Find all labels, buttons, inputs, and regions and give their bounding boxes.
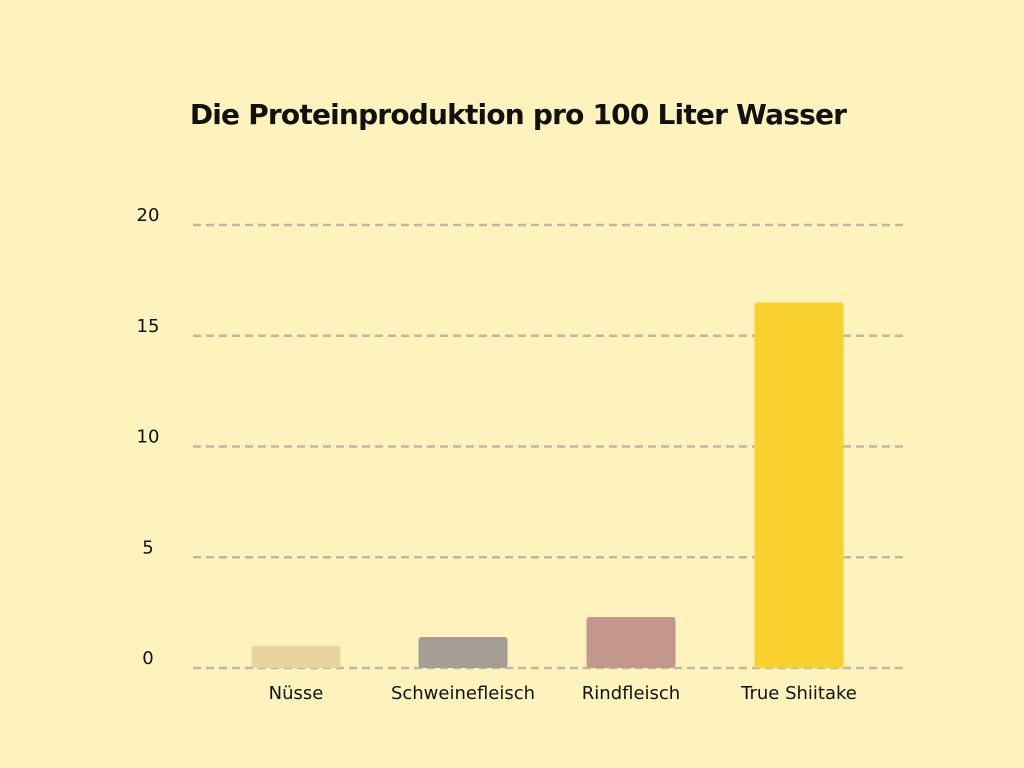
x-axis-category-labels: Nüsse Schweinefleisch Rindfleisch True Shii… [269, 683, 857, 704]
category-label: True Shiitake [740, 683, 857, 704]
y-tick-label: 10 [137, 427, 160, 448]
y-tick-label: 20 [137, 205, 160, 226]
y-axis-tick-labels: 0 5 10 15 20 [137, 205, 160, 669]
bar [754, 302, 844, 668]
y-tick-label: 5 [142, 537, 153, 558]
y-tick-label: 15 [137, 316, 160, 337]
category-label: Rindfleisch [582, 683, 680, 704]
y-tick-label: 0 [142, 648, 153, 669]
bar [418, 636, 508, 668]
bar [586, 617, 676, 668]
bars [251, 302, 844, 668]
category-label: Schweinefleisch [391, 683, 535, 704]
chart-title: Die Proteinproduktion pro 100 Liter Wass… [190, 98, 847, 131]
category-label: Nüsse [269, 683, 324, 704]
bar [251, 645, 341, 668]
